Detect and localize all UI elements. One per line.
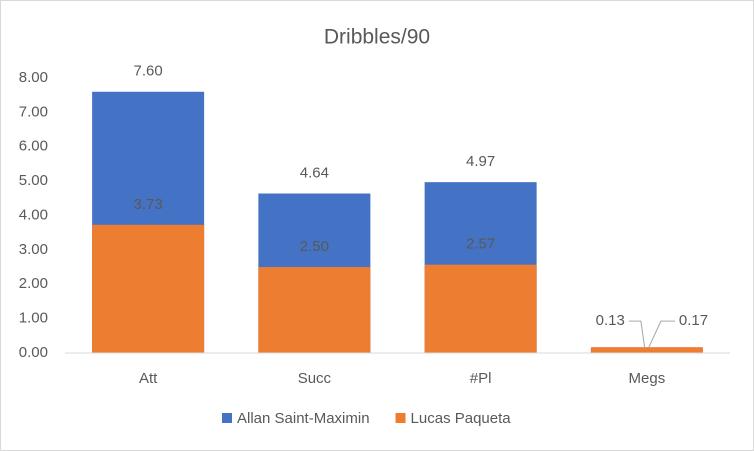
value-label: 3.73 — [134, 196, 163, 213]
leader-line — [648, 320, 675, 348]
bar — [92, 224, 205, 353]
x-tick-label: Megs — [629, 370, 666, 387]
y-tick-label: 4.00 — [19, 206, 48, 223]
y-tick-label: 3.00 — [19, 241, 48, 258]
y-tick-label: 1.00 — [19, 310, 48, 327]
bar — [258, 267, 371, 353]
x-tick-label: Succ — [298, 370, 332, 387]
legend-label: Lucas Paqueta — [411, 410, 512, 427]
legend-swatch — [395, 413, 406, 423]
bar — [424, 264, 537, 353]
value-label: 0.13 — [596, 312, 625, 329]
value-label: 7.60 — [134, 63, 163, 80]
legend-label: Allan Saint-Maximin — [237, 410, 370, 427]
value-label: 2.57 — [466, 236, 495, 253]
x-tick-label: Att — [139, 370, 158, 387]
y-tick-label: 5.00 — [19, 172, 48, 189]
value-label: 0.17 — [679, 312, 708, 329]
y-tick-label: 8.00 — [19, 69, 48, 86]
x-tick-label: #Pl — [470, 370, 492, 387]
y-tick-label: 2.00 — [19, 275, 48, 292]
y-tick-label: 0.00 — [19, 344, 48, 361]
leader-line — [628, 320, 646, 349]
value-label: 2.50 — [300, 238, 329, 255]
bar — [590, 347, 703, 353]
value-label: 4.97 — [466, 153, 495, 170]
chart-title: Dribbles/90 — [324, 26, 430, 49]
value-label: 4.64 — [300, 164, 329, 181]
y-tick-label: 7.00 — [19, 103, 48, 120]
legend-swatch — [222, 413, 232, 423]
y-tick-label: 6.00 — [19, 138, 48, 155]
